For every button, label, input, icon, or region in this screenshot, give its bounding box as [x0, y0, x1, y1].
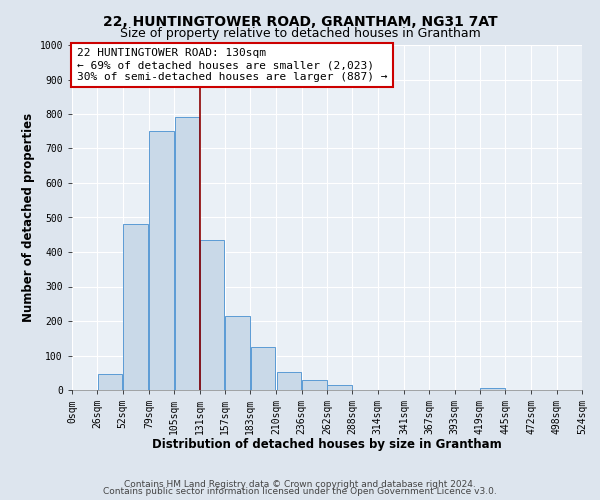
Bar [200, 240, 224, 390]
Text: Contains public sector information licensed under the Open Government Licence v3: Contains public sector information licen… [103, 487, 497, 496]
Text: Contains HM Land Registry data © Crown copyright and database right 2024.: Contains HM Land Registry data © Crown c… [124, 480, 476, 489]
Bar [225, 316, 250, 390]
Bar [302, 380, 326, 390]
Bar [328, 385, 352, 390]
Bar [480, 388, 505, 390]
Text: 22, HUNTINGTOWER ROAD, GRANTHAM, NG31 7AT: 22, HUNTINGTOWER ROAD, GRANTHAM, NG31 7A… [103, 15, 497, 29]
Bar [251, 347, 275, 390]
Y-axis label: Number of detached properties: Number of detached properties [22, 113, 35, 322]
Bar [98, 374, 122, 390]
Bar [175, 118, 199, 390]
Bar [149, 131, 174, 390]
Bar [123, 224, 148, 390]
Bar [277, 372, 301, 390]
X-axis label: Distribution of detached houses by size in Grantham: Distribution of detached houses by size … [152, 438, 502, 452]
Text: 22 HUNTINGTOWER ROAD: 130sqm
← 69% of detached houses are smaller (2,023)
30% of: 22 HUNTINGTOWER ROAD: 130sqm ← 69% of de… [77, 48, 388, 82]
Text: Size of property relative to detached houses in Grantham: Size of property relative to detached ho… [119, 28, 481, 40]
